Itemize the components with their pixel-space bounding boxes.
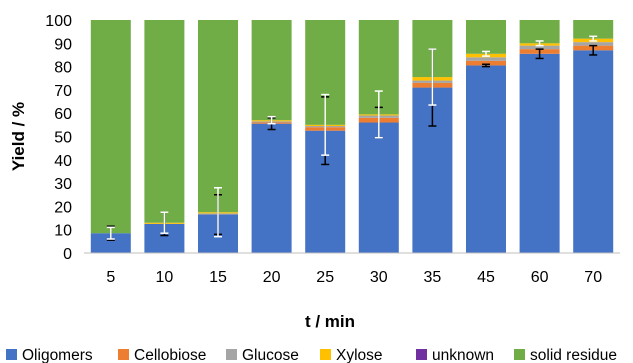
x-tick-label: 70	[584, 269, 602, 286]
error-bars-group	[106, 35, 598, 241]
x-tick-label: 60	[531, 269, 549, 286]
legend-item-oligomers: Oligomers	[6, 347, 93, 363]
y-tick-label: 50	[54, 130, 72, 147]
x-tick-label: 5	[106, 269, 115, 286]
y-tick-label: 0	[63, 246, 72, 263]
bar-segment-glucose	[466, 57, 506, 61]
legend-swatch	[226, 349, 237, 360]
bar-segment-solid-residue	[251, 20, 292, 121]
legend-swatch	[320, 349, 331, 360]
bar-segment-oligomers	[90, 233, 131, 253]
bar-segment-cellobiose	[466, 60, 506, 66]
legend-label: Cellobiose	[134, 347, 206, 363]
x-tick-label: 25	[316, 269, 334, 286]
bar-segment-solid-residue	[144, 20, 185, 223]
error-bar-solid-residue	[106, 226, 115, 240]
legend-label: unknown	[432, 347, 494, 363]
legend-swatch	[514, 349, 525, 360]
x-axis-title: t / min	[305, 312, 355, 331]
legend-item-glucose: Glucose	[226, 347, 299, 363]
y-tick-label: 10	[54, 223, 72, 240]
bars-group	[90, 20, 614, 254]
error-bar-oligomers	[589, 44, 598, 56]
x-tick-label: 20	[263, 269, 281, 286]
y-tick-label: 20	[54, 199, 72, 216]
legend-item-solid-residue: solid residue	[514, 347, 617, 363]
y-tick-label: 100	[45, 13, 72, 30]
x-tick-label: 45	[477, 269, 495, 286]
y-tick-label: 90	[54, 36, 72, 53]
error-bar-solid-residue	[321, 93, 330, 156]
error-bar-solid-residue	[428, 48, 437, 106]
bar-segment-solid-residue	[90, 20, 131, 234]
legend-item-cellobiose: Cellobiose	[118, 347, 206, 363]
legend-swatch	[6, 349, 17, 360]
bar-segment-oligomers	[251, 123, 292, 253]
legend-label: solid residue	[530, 347, 617, 363]
legend-item-xylose: Xylose	[320, 347, 383, 363]
bar-segment-solid-residue	[198, 20, 238, 213]
legend-swatch	[118, 349, 129, 360]
x-tick-label: 35	[424, 269, 442, 286]
error-bar-solid-residue	[267, 115, 276, 125]
x-axis-ticks: 5 10 15 20 25 30 35 45 60 70	[106, 269, 602, 286]
error-bar-solid-residue	[214, 187, 222, 238]
legend-label: Xylose	[336, 347, 383, 363]
x-tick-label: 15	[209, 269, 227, 286]
bar-segment-glucose	[573, 42, 614, 46]
error-bar-oligomers	[482, 63, 490, 68]
bar-segment-solid-residue	[573, 20, 614, 39]
legend-swatch	[416, 349, 427, 360]
y-tick-label: 60	[54, 106, 72, 123]
bar-segment-solid-residue	[466, 20, 506, 54]
bar-segment-solid-residue	[519, 20, 560, 44]
error-bar-solid-residue	[482, 50, 490, 57]
y-axis-title: Yield / %	[9, 102, 28, 171]
y-tick-label: 40	[54, 153, 72, 170]
error-bar-solid-residue	[374, 90, 383, 139]
legend-label: Oligomers	[22, 347, 93, 363]
bar-segment-glucose	[519, 45, 560, 50]
error-bar-solid-residue	[535, 40, 544, 47]
y-tick-label: 30	[54, 176, 72, 193]
error-bar-solid-residue	[589, 35, 598, 42]
error-bar-solid-residue	[160, 211, 169, 234]
error-bar-oligomers	[535, 48, 544, 60]
bar-segment-oligomers	[466, 65, 506, 253]
x-tick-label: 30	[370, 269, 388, 286]
legend-label: Glucose	[242, 347, 299, 363]
legend: Oligomers Cellobiose Glucose Xylose unknown s…	[6, 347, 617, 363]
y-axis-ticks: 0 10 20 30 40 50 60 70 80 90 100	[45, 13, 72, 263]
y-tick-label: 80	[54, 60, 72, 77]
x-tick-label: 10	[156, 269, 174, 286]
legend-item-unknown: unknown	[416, 347, 494, 363]
bar-segment-oligomers	[358, 122, 399, 254]
y-tick-label: 70	[54, 83, 72, 100]
bar-segment-oligomers	[519, 53, 560, 253]
bar-segment-oligomers	[573, 50, 614, 253]
